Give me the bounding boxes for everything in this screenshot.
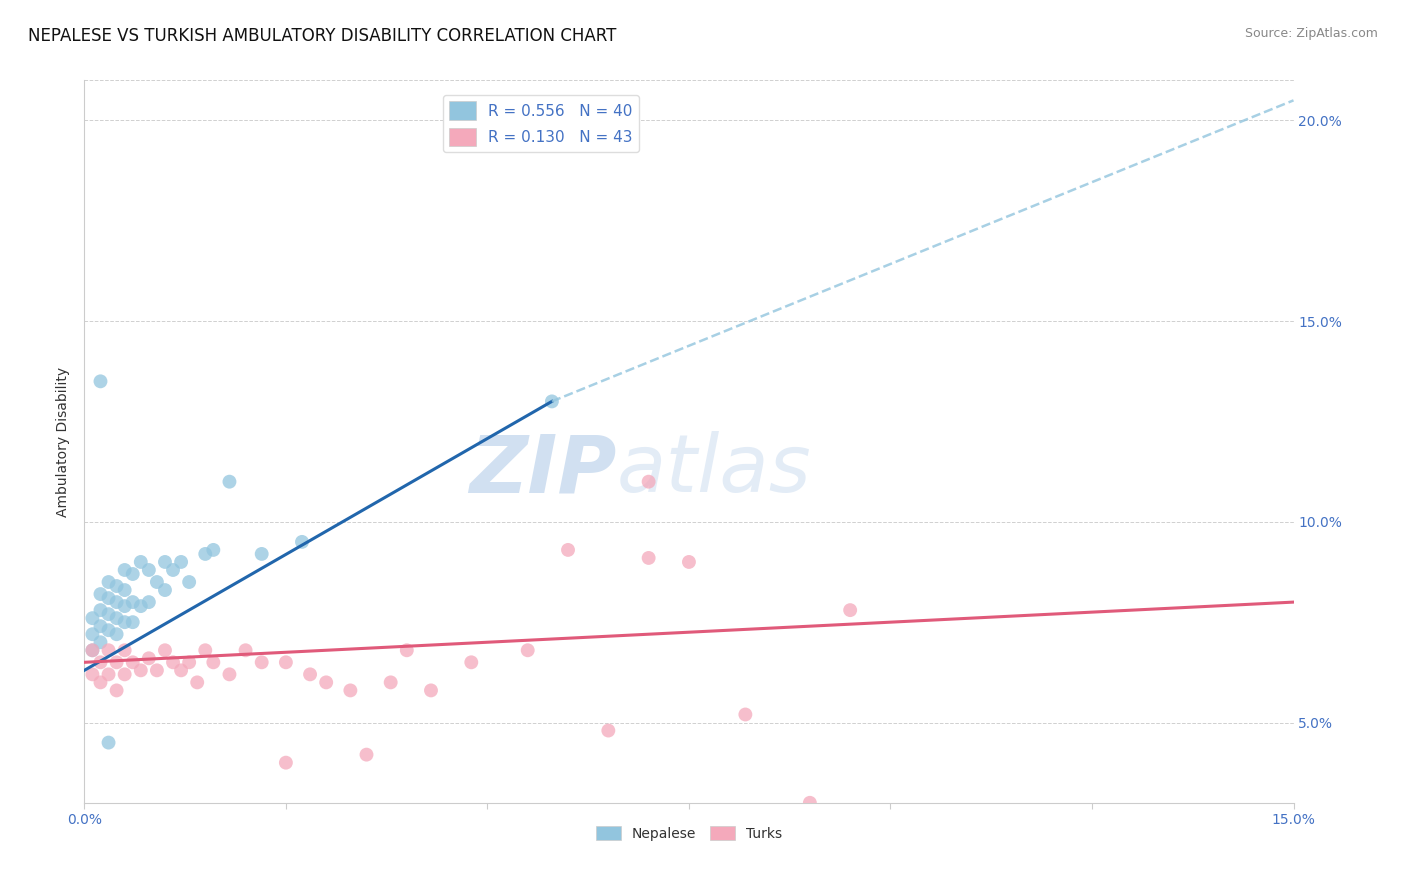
Point xyxy=(291,534,314,549)
Point xyxy=(97,607,120,621)
Point xyxy=(97,643,120,657)
Point xyxy=(105,595,128,609)
Point xyxy=(105,683,128,698)
Point xyxy=(557,542,579,557)
Point xyxy=(194,643,217,657)
Point xyxy=(235,643,257,657)
Point xyxy=(89,655,111,669)
Point xyxy=(97,667,120,681)
Point xyxy=(114,599,136,614)
Text: atlas: atlas xyxy=(616,432,811,509)
Point xyxy=(114,563,136,577)
Point xyxy=(274,756,297,770)
Y-axis label: Ambulatory Disability: Ambulatory Disability xyxy=(56,367,70,516)
Point xyxy=(218,667,240,681)
Point xyxy=(138,595,160,609)
Point xyxy=(153,555,176,569)
Point xyxy=(97,591,120,605)
Point xyxy=(274,655,297,669)
Point xyxy=(202,655,225,669)
Text: NEPALESE VS TURKISH AMBULATORY DISABILITY CORRELATION CHART: NEPALESE VS TURKISH AMBULATORY DISABILIT… xyxy=(28,27,616,45)
Point xyxy=(218,475,240,489)
Point xyxy=(105,579,128,593)
Point xyxy=(146,574,169,589)
Point xyxy=(839,603,862,617)
Point xyxy=(82,643,104,657)
Point xyxy=(129,555,152,569)
Point xyxy=(678,555,700,569)
Point xyxy=(82,667,104,681)
Point xyxy=(315,675,337,690)
Point xyxy=(89,619,111,633)
Point xyxy=(250,547,273,561)
Point xyxy=(799,796,821,810)
Text: Source: ZipAtlas.com: Source: ZipAtlas.com xyxy=(1244,27,1378,40)
Point xyxy=(121,567,143,582)
Point xyxy=(460,655,482,669)
Point xyxy=(395,643,418,657)
Point xyxy=(138,563,160,577)
Point xyxy=(89,587,111,601)
Point xyxy=(129,599,152,614)
Point xyxy=(114,583,136,598)
Point xyxy=(420,683,443,698)
Point xyxy=(637,550,659,566)
Point xyxy=(82,611,104,625)
Point xyxy=(380,675,402,690)
Point xyxy=(97,735,120,749)
Point xyxy=(162,563,184,577)
Point xyxy=(202,542,225,557)
Point xyxy=(734,707,756,722)
Point xyxy=(89,675,111,690)
Point xyxy=(541,394,564,409)
Point xyxy=(162,655,184,669)
Point xyxy=(89,374,111,388)
Point xyxy=(179,655,201,669)
Point xyxy=(153,583,176,598)
Point xyxy=(114,615,136,630)
Point xyxy=(299,667,322,681)
Point xyxy=(97,623,120,637)
Point xyxy=(82,643,104,657)
Point xyxy=(105,611,128,625)
Point xyxy=(170,555,193,569)
Point xyxy=(598,723,620,738)
Point xyxy=(121,615,143,630)
Point xyxy=(516,643,538,657)
Point xyxy=(138,651,160,665)
Point xyxy=(121,595,143,609)
Point xyxy=(105,627,128,641)
Point xyxy=(170,664,193,678)
Point xyxy=(356,747,378,762)
Point xyxy=(89,635,111,649)
Point xyxy=(179,574,201,589)
Point xyxy=(637,475,659,489)
Point xyxy=(121,655,143,669)
Point xyxy=(82,627,104,641)
Point xyxy=(129,664,152,678)
Point xyxy=(250,655,273,669)
Point xyxy=(186,675,208,690)
Point xyxy=(339,683,361,698)
Point xyxy=(146,664,169,678)
Point xyxy=(89,603,111,617)
Point xyxy=(194,547,217,561)
Point xyxy=(153,643,176,657)
Text: ZIP: ZIP xyxy=(470,432,616,509)
Point xyxy=(105,655,128,669)
Point xyxy=(114,667,136,681)
Legend: Nepalese, Turks: Nepalese, Turks xyxy=(591,821,787,847)
Point xyxy=(114,643,136,657)
Point xyxy=(97,574,120,589)
